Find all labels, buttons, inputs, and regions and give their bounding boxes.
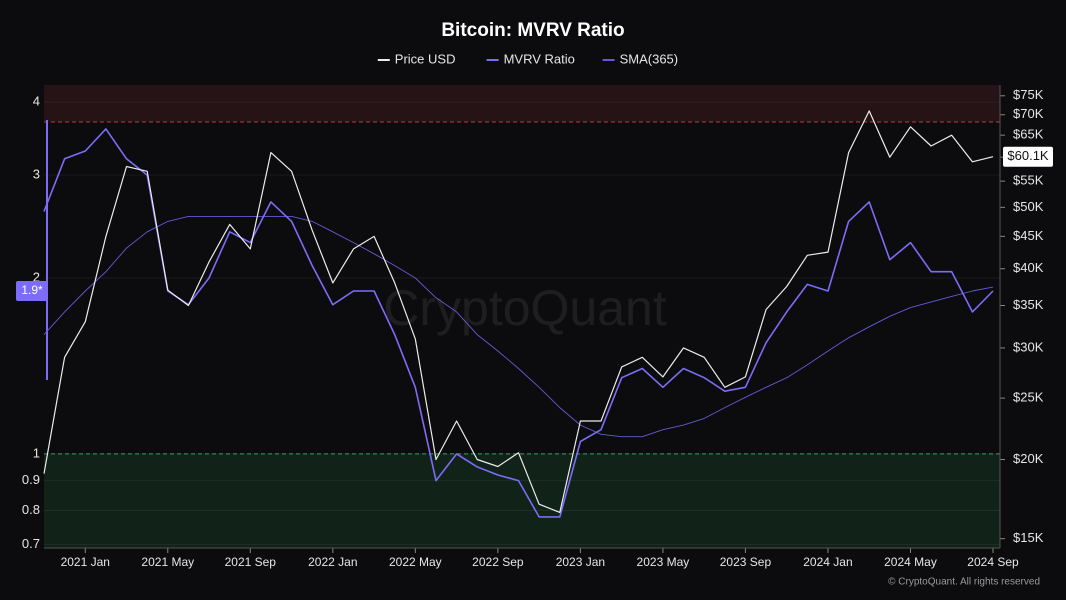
y2-tick-label: $50K (1013, 199, 1044, 214)
y2-tick-label: $65K (1013, 127, 1044, 142)
x-tick-label: 2023 May (637, 555, 690, 569)
y2-tick-label: $30K (1013, 339, 1044, 354)
x-tick-label: 2024 Sep (967, 555, 1019, 569)
x-tick-label: 2022 Jan (308, 555, 357, 569)
legend-label: Price USD (395, 51, 456, 66)
x-tick-label: 2022 May (389, 555, 442, 569)
x-tick-label: 2021 Sep (225, 555, 277, 569)
y-tick-label: 4 (33, 94, 40, 109)
x-tick-label: 2023 Jan (556, 555, 605, 569)
y-tick-label: 0.8 (22, 502, 40, 517)
y2-tick-label: $70K (1013, 106, 1044, 121)
y-tick-label: 1 (33, 445, 40, 460)
footer: © CryptoQuant. All rights reserved (888, 577, 1040, 588)
legend-label: MVRV Ratio (504, 51, 575, 66)
chart-title: Bitcoin: MVRV Ratio (441, 20, 624, 41)
x-tick-label: 2021 Jan (61, 555, 110, 569)
y2-tick-label: $15K (1013, 530, 1044, 545)
y-tick-label: 0.9 (22, 472, 40, 487)
y2-tick-label: $75K (1013, 87, 1044, 102)
x-tick-label: 2024 Jan (803, 555, 852, 569)
y2-tick-label: $20K (1013, 451, 1044, 466)
last-value-box (16, 281, 48, 302)
y2-tick-label: $35K (1013, 297, 1044, 312)
y-tick-label: 2 (33, 269, 40, 284)
last-value-label: 1.9* (21, 283, 43, 297)
x-tick-label: 2023 Sep (720, 555, 772, 569)
last-value-box (1003, 146, 1053, 167)
x-tick-label: 2022 Sep (472, 555, 524, 569)
zone (44, 453, 1000, 548)
y-tick-label: 0.7 (22, 536, 40, 551)
y-tick-label: 3 (33, 167, 40, 182)
y2-tick-label: $25K (1013, 390, 1044, 405)
series-line (43, 215, 994, 438)
legend: Price USD MVRV Ratio SMA(365) (377, 51, 679, 66)
x-tick-label: 2024 May (884, 555, 937, 569)
series-line (43, 128, 994, 518)
series-line (43, 110, 994, 513)
watermark: CryptoQuant (383, 280, 667, 336)
y2-tick-label: $40K (1013, 260, 1044, 275)
y2-tick-label: $55K (1013, 173, 1044, 188)
zone (44, 85, 1000, 122)
legend-label: SMA(365) (620, 51, 679, 66)
x-tick-label: 2021 May (141, 555, 194, 569)
y2-tick-label: $45K (1013, 228, 1044, 243)
last-value-label: $60.1K (1007, 148, 1049, 163)
